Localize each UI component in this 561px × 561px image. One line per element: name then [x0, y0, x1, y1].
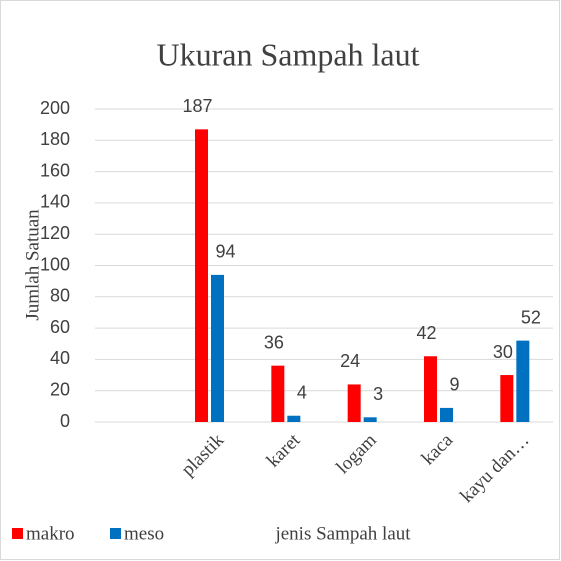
- data-label: 52: [521, 307, 541, 327]
- data-label: 94: [215, 242, 235, 262]
- data-label: 3: [373, 384, 383, 404]
- bar: [363, 417, 377, 422]
- bar: [500, 375, 514, 422]
- legend-label: makro: [26, 523, 75, 544]
- data-label: 42: [416, 323, 436, 343]
- y-tick-label: 20: [50, 379, 70, 399]
- data-label: 24: [340, 351, 360, 371]
- bar: [516, 340, 530, 422]
- data-label: 187: [182, 96, 212, 116]
- y-axis-label: Jumlah Satuan: [22, 209, 43, 321]
- y-tick-label: 0: [60, 411, 70, 431]
- bar: [211, 274, 224, 422]
- y-tick-label: 140: [40, 192, 70, 212]
- bar: [271, 365, 285, 422]
- y-tick-label: 100: [40, 254, 70, 274]
- y-tick-label: 120: [40, 223, 70, 243]
- data-label: 36: [264, 332, 284, 352]
- legend-swatch: [12, 528, 23, 539]
- y-tick-label: 200: [40, 98, 70, 118]
- y-tick-label: 40: [50, 348, 70, 368]
- y-tick-label: 160: [40, 160, 70, 180]
- y-tick-label: 80: [50, 286, 70, 306]
- data-label: 4: [297, 382, 307, 402]
- bar: [347, 384, 361, 422]
- data-label: 30: [493, 342, 513, 362]
- legend-swatch: [110, 528, 121, 539]
- data-label: 9: [449, 375, 459, 395]
- bar: [440, 407, 453, 422]
- bar: [287, 415, 301, 422]
- y-tick-label: 60: [50, 317, 70, 337]
- bar: [424, 356, 437, 422]
- legend-label: meso: [124, 523, 164, 544]
- y-tick-label: 180: [40, 129, 70, 149]
- chart-title: Ukuran Sampah laut: [156, 36, 419, 72]
- x-axis-label: jenis Sampah laut: [274, 523, 411, 544]
- bar: [195, 129, 208, 422]
